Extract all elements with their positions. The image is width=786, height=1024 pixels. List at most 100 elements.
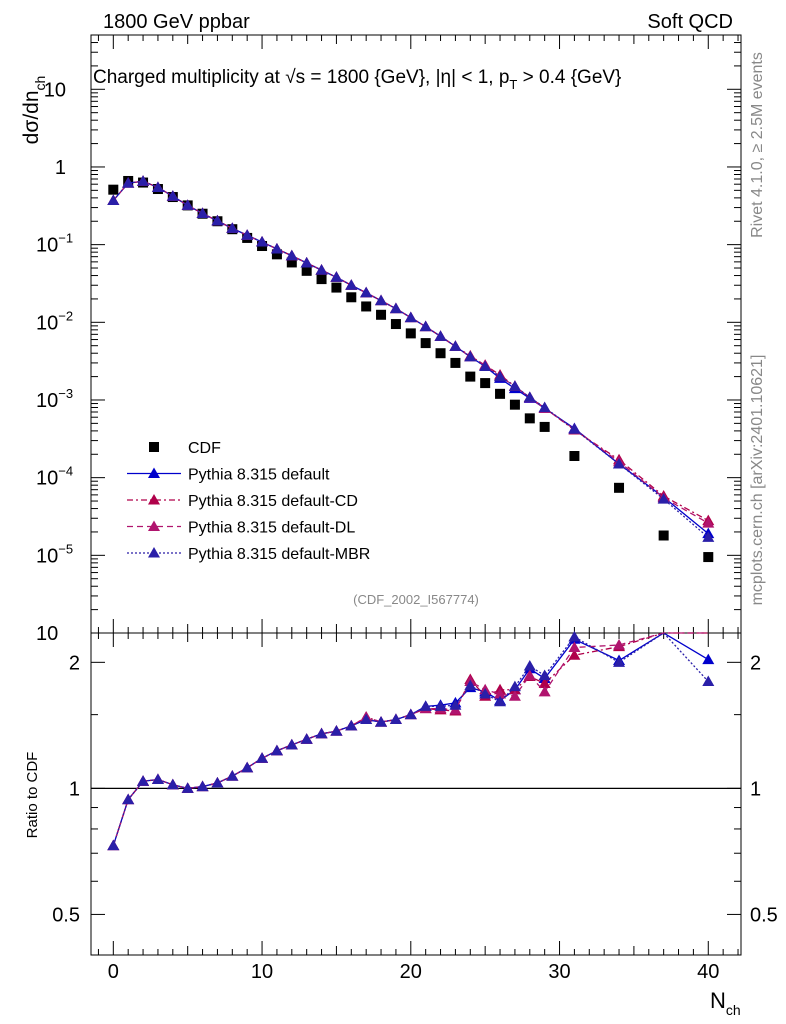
ratio-marker [196, 780, 209, 792]
data-point [703, 552, 714, 563]
ratio-marker [389, 713, 402, 725]
series-marker [360, 286, 373, 298]
ratio-marker [107, 839, 120, 851]
data-point [465, 371, 476, 382]
ratio-ytick-label-right: 0.5 [750, 904, 778, 926]
series-marker [375, 294, 388, 306]
series-marker [241, 229, 254, 240]
legend-item: CDF [149, 440, 221, 457]
plot-title-part3: > 0.4 {GeV} [517, 67, 621, 88]
series-marker [122, 177, 135, 188]
main-ylabel: dσ/dnch [20, 76, 48, 145]
ratio-marker [241, 761, 254, 773]
ratio-marker [538, 669, 551, 681]
data-point [376, 309, 387, 320]
main-ytick-base: 10 [44, 79, 66, 101]
ratio-marker [151, 773, 164, 785]
ratio-axes: 0 10 20 30 40 0.5 0.5 1 1 2 2 [52, 633, 778, 983]
legend-label: Pythia 8.315 default [188, 467, 330, 484]
main-ytick-base: 10 [36, 312, 58, 334]
legend-marker [148, 547, 160, 558]
data-point [286, 257, 297, 268]
main-ytick-base: 10 [36, 545, 58, 567]
plot-title-part1: Charged multiplicity at [93, 67, 285, 88]
ratio-marker [568, 630, 581, 642]
plot-title: Charged multiplicity at √s = 1800 {GeV},… [93, 67, 621, 92]
ratio-ytick-label: 2 [69, 652, 80, 674]
ratio-marker [479, 688, 492, 699]
main-ylabel-text: dσ/dn [20, 90, 43, 144]
ratio-marker [508, 680, 521, 692]
data-point [435, 348, 446, 359]
ratio-marker [181, 782, 194, 793]
plot-title-sub: T [509, 77, 517, 92]
series-marker [300, 257, 313, 268]
main-ytick-base: 10 [36, 623, 58, 645]
ratio-marker [419, 700, 432, 711]
series-marker [166, 190, 179, 201]
series-marker [479, 360, 492, 371]
data-point [420, 338, 431, 349]
data-point [405, 328, 416, 339]
ratio-marker [211, 776, 224, 788]
ratio-marker [285, 738, 298, 750]
series-marker [137, 175, 150, 186]
mcplots-label: mcplots.cern.ch [arXiv:2401.10621] [749, 355, 766, 606]
series-marker [449, 340, 462, 351]
main-ytick-base: 1 [55, 157, 66, 179]
series-marker [256, 236, 269, 247]
series-marker [226, 222, 239, 233]
series-marker [285, 249, 298, 261]
main-ytick-base: 10 [36, 468, 58, 490]
x-axis-label: Nch [710, 988, 741, 1018]
ratio-xtick-label: 40 [697, 961, 719, 983]
series-marker [508, 380, 521, 391]
legend-label: CDF [188, 440, 221, 457]
ratio-marker [568, 641, 581, 652]
ratio-ytick-label-right: 1 [750, 778, 761, 800]
ratio-marker [315, 727, 328, 739]
ratio-marker [538, 685, 551, 697]
main-ytick-label: 10−3 [36, 386, 73, 412]
ratio-marker [523, 669, 536, 681]
x-axis-label-sub: ch [726, 1002, 741, 1018]
series-marker [568, 423, 581, 434]
ratio-marker [613, 656, 626, 667]
data-point [346, 292, 357, 303]
series-marker [270, 242, 283, 254]
series-marker [464, 350, 477, 362]
ratio-series-pythia-8-315-default-mbr [107, 630, 715, 851]
data-point [569, 451, 580, 462]
main-ytick-label: 1 [55, 157, 66, 179]
legend-marker [148, 467, 160, 478]
series-marker [702, 531, 715, 542]
legend-item: Pythia 8.315 default-MBR [127, 546, 370, 563]
header-left: 1800 GeV ppbar [103, 11, 250, 33]
legend-marker [148, 520, 160, 531]
series-marker [107, 194, 120, 206]
ratio-marker [345, 719, 358, 731]
main-ytick-exp: −3 [58, 386, 73, 401]
legend-item: Pythia 8.315 default [127, 467, 330, 484]
main-ytick-label: 10−5 [36, 541, 73, 567]
ratio-marker [122, 793, 135, 805]
ratio-series-group [107, 630, 715, 851]
series-marker [702, 517, 715, 528]
ratio-ytick-label: 0.5 [52, 904, 80, 926]
main-ytick-label: 10 [44, 79, 66, 101]
main-panel-frame [90, 34, 742, 634]
ratio-marker [300, 733, 313, 744]
main-ytick-label: 10−4 [36, 464, 73, 490]
data-point [539, 421, 550, 432]
ratio-line [112, 632, 709, 846]
data-point [495, 388, 506, 399]
series-marker [494, 370, 507, 382]
ratio-marker [330, 725, 343, 736]
ratio-marker [508, 690, 521, 701]
ratio-marker [360, 713, 373, 725]
ratio-marker [375, 716, 388, 727]
ratio-marker [270, 744, 283, 756]
ratio-marker [568, 649, 581, 660]
x-axis-label-text: N [710, 988, 726, 1013]
